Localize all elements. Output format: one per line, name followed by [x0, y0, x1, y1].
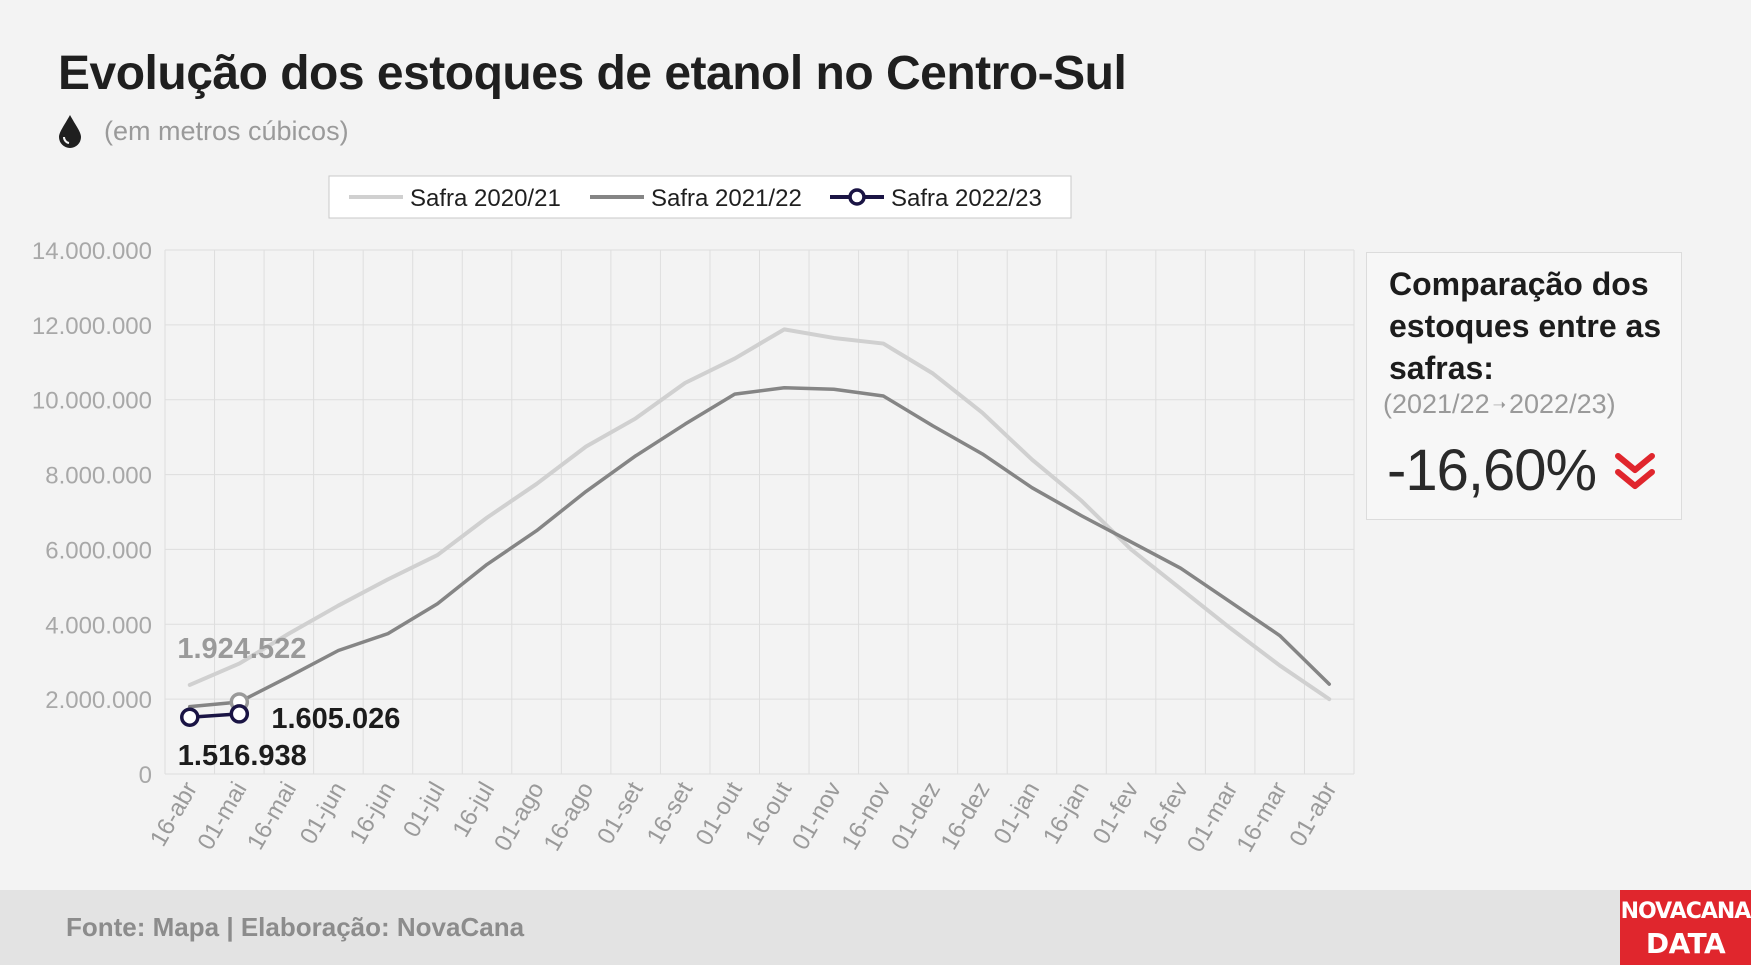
y-tick-label: 10.000.000 [32, 388, 152, 415]
data-label: 1.924.522 [177, 633, 306, 665]
arrow-right-icon: ➝ [1492, 396, 1506, 414]
novacana-logo: NOVACANA DATA [1620, 890, 1751, 965]
x-tick-label: 01-set [592, 777, 649, 849]
legend-marker [848, 188, 866, 206]
x-tick-label: 01-out [691, 777, 749, 850]
comparison-from: (2021/22 [1383, 389, 1490, 419]
legend-box [328, 175, 1072, 219]
y-tick-label: 4.000.000 [45, 612, 152, 639]
data-label: 1.605.026 [271, 703, 400, 735]
legend: Safra 2020/21 Safra 2021/22 Safra 2022/23 [328, 175, 1072, 219]
footer: Fonte: Mapa | Elaboração: NovaCana NOVAC… [0, 890, 1751, 965]
y-axis-ticks: 0 2.000.000 4.000.000 6.000.000 8.000.000 10.… [32, 238, 152, 789]
y-tick-label: 12.000.000 [32, 313, 152, 340]
x-tick-label: 16-jun [344, 778, 401, 849]
drop-icon [59, 115, 81, 148]
x-tick-label: 01-abr [1284, 777, 1342, 851]
data-point-marker [180, 707, 200, 727]
comparison-to: 2022/23) [1509, 389, 1616, 419]
y-tick-label: 14.000.000 [32, 238, 152, 265]
comparison-title: Comparação dos estoques entre as safras: [1389, 266, 1662, 386]
legend-label: Safra 2020/21 [410, 185, 561, 212]
subtitle: (em metros cúbicos) [104, 115, 349, 146]
data-label: 1.516.938 [178, 740, 307, 772]
x-tick-label: 01-fev [1088, 778, 1145, 849]
x-tick-label: 01-jun [295, 778, 352, 849]
source-text: Fonte: Mapa | Elaboração: NovaCana [66, 912, 525, 942]
series-line [187, 327, 1332, 702]
comparison-value: -16,60% [1387, 438, 1597, 503]
legend-label: Safra 2022/23 [891, 185, 1042, 212]
x-tick-label: 16-set [642, 777, 699, 849]
comparison-value-row: -16,60% [1387, 437, 1656, 504]
x-tick-label: 16-mai [242, 778, 302, 855]
data-point-marker [229, 704, 250, 724]
y-tick-label: 6.000.000 [45, 537, 152, 564]
subtitle-row: (em metros cúbicos) [58, 114, 349, 148]
x-tick-label: 16-mar [1231, 778, 1292, 857]
y-tick-label: 2.000.000 [45, 687, 152, 714]
x-tick-label: 01-jul [398, 778, 451, 842]
series-line [188, 385, 1331, 709]
chart-grid [164, 249, 1355, 775]
line-chart: 0 2.000.000 4.000.000 6.000.000 8.000.000 10.… [32, 175, 1355, 857]
x-axis-ticks: 16-abr01-mai16-mai01-jun16-jun01-jul16-j… [145, 777, 1343, 857]
logo-bottom: DATA [1645, 926, 1726, 960]
y-tick-label: 8.000.000 [45, 463, 152, 490]
x-tick-label: 16-jan [1038, 778, 1095, 849]
y-tick-label: 0 [139, 762, 152, 789]
x-tick-label: 16-ago [539, 778, 600, 856]
x-tick-label: 16-dez [936, 778, 996, 855]
chart-series [180, 327, 1332, 727]
page-title: Evolução dos estoques de etanol no Centr… [58, 47, 1127, 100]
double-chevron-down-icon [1615, 452, 1656, 489]
comparison-box: Comparação dos estoques entre as safras:… [1366, 252, 1682, 520]
comparison-period: (2021/22 ➝ 2022/23) [1383, 389, 1616, 420]
x-tick-label: 01-jan [988, 778, 1045, 849]
data-labels: 1.924.522 1.605.026 1.516.938 [177, 633, 400, 772]
logo-top: NOVACANA [1620, 898, 1751, 924]
legend-label: Safra 2021/22 [651, 185, 802, 212]
x-tick-label: 16-jul [447, 778, 500, 842]
